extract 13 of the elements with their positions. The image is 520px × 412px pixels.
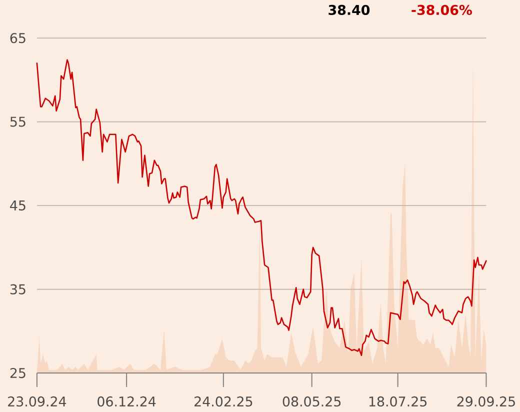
y-tick-label: 65 — [10, 32, 26, 43]
text: 38.40 — [328, 4, 370, 15]
x-tick-label: 06.12.24 — [98, 396, 156, 406]
y-tick-label: 35 — [10, 284, 26, 294]
text: -38.06% — [412, 4, 472, 15]
y-tick-label: 25 — [10, 368, 26, 378]
x-tick-label: 18.07.25 — [369, 396, 427, 406]
y-tick-label: 55 — [10, 116, 26, 127]
x-tick-label: 24.02.25 — [194, 396, 252, 406]
x-tick-label: 08.05.25 — [282, 396, 341, 406]
x-tick-label: 29.09.25 — [457, 396, 515, 406]
x-tick-label: 23.09.24 — [8, 396, 66, 406]
y-tick-label: 45 — [10, 200, 26, 210]
